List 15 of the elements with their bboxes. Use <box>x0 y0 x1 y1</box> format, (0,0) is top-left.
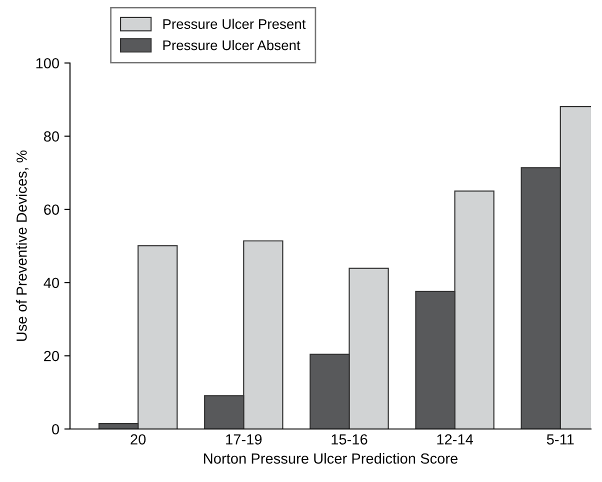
y-tick-label: 0 <box>52 424 60 434</box>
legend-label: Pressure Ulcer Present <box>163 18 306 29</box>
x-tick-label: 20 <box>130 434 146 445</box>
x-axis-title: Norton Pressure Ulcer Prediction Score <box>204 453 458 464</box>
y-tick-label: 60 <box>44 204 60 215</box>
legend-label: Pressure Ulcer Absent <box>163 40 300 50</box>
x-tick-label: 5-11 <box>546 434 574 445</box>
y-axis-title: Use of Preventive Devices, % <box>16 150 29 341</box>
y-tick-label: 80 <box>44 131 60 142</box>
x-tick-label: 15-16 <box>332 434 368 445</box>
y-tick-label: 100 <box>36 58 60 68</box>
y-tick-label: 20 <box>44 350 60 362</box>
y-tick-label: 40 <box>44 278 60 288</box>
x-tick-label: 17-19 <box>226 434 262 445</box>
x-tick-label: 12-14 <box>437 434 474 444</box>
